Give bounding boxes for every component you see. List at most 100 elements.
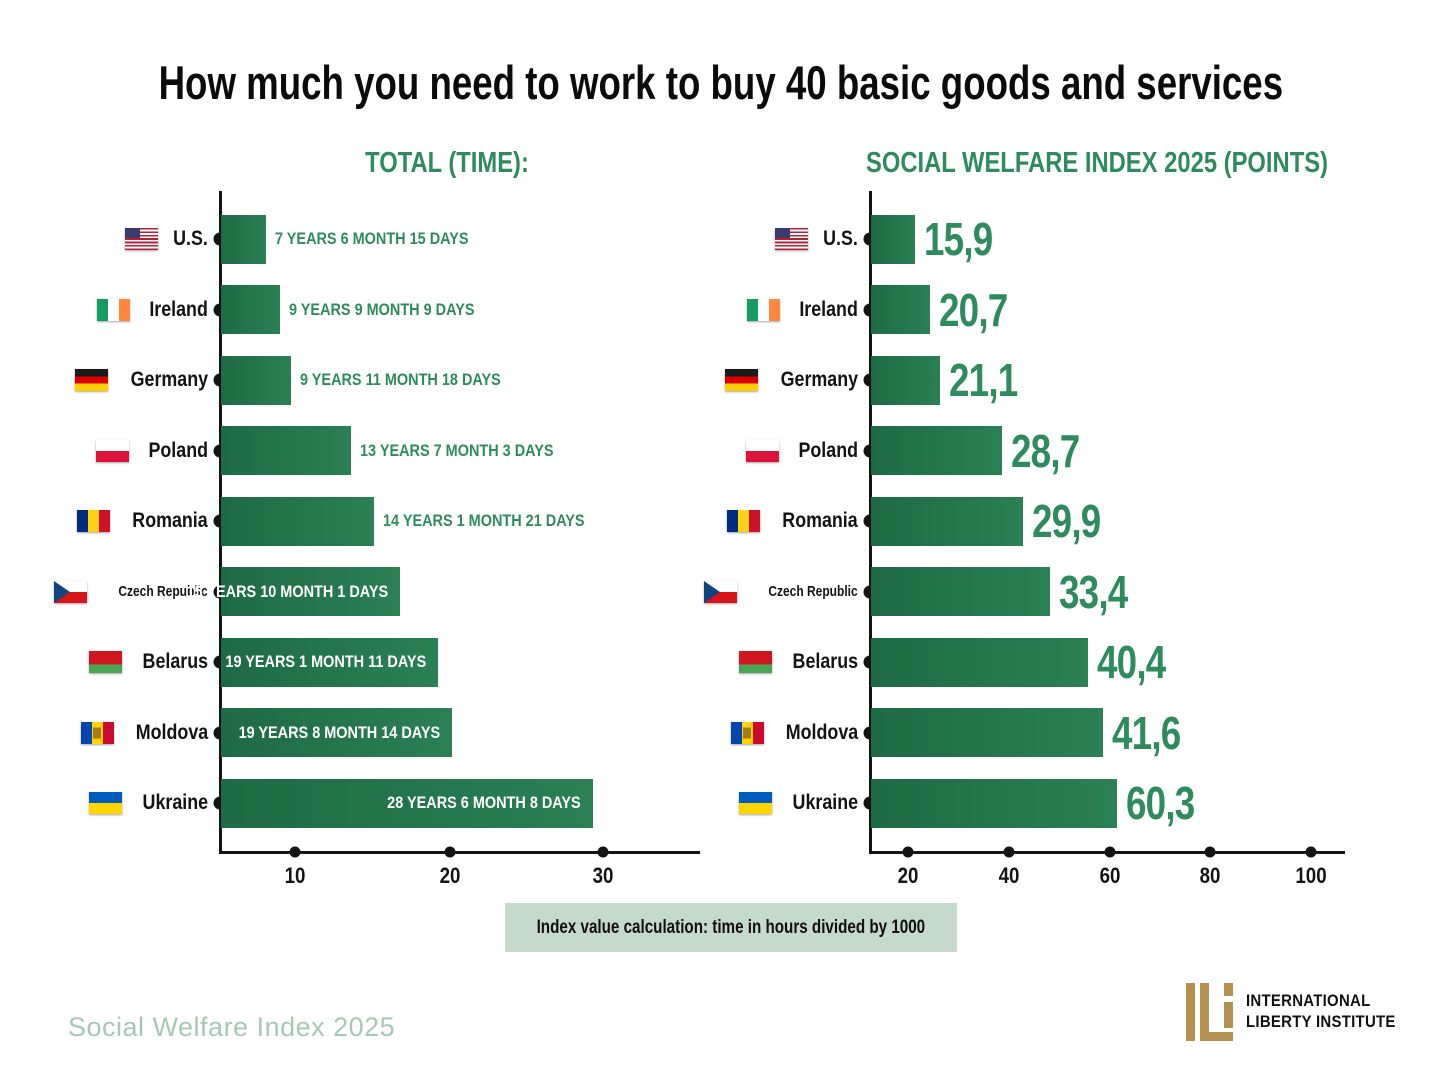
x-axis-tick-label-80: 80 xyxy=(1199,863,1221,888)
x-axis-tick-label-20: 20 xyxy=(439,863,461,888)
bar-romania xyxy=(871,496,1023,546)
ie-flag-icon xyxy=(747,298,781,321)
value-label-poland: 13 YEARS 7 MONTH 3 DAYS xyxy=(360,440,554,460)
value-label-germany: 21,1 xyxy=(949,354,1018,406)
bar-belarus: 19 YEARS 1 MONTH 11 DAYS xyxy=(221,637,438,687)
country-row-label-romania: Romania xyxy=(727,509,858,533)
country-row-label-ukraine: Ukraine xyxy=(88,791,208,815)
country-row-label-belarus: Belarus xyxy=(738,650,858,674)
country-name-ukraine: Ukraine xyxy=(792,791,858,814)
logo-text: INTERNATIONAL LIBERTY INSTITUTE xyxy=(1246,991,1396,1032)
logo-text-line2: LIBERTY INSTITUTE xyxy=(1246,1012,1396,1031)
by-flag-icon xyxy=(738,651,772,673)
country-name-belarus: Belarus xyxy=(792,650,858,673)
bar-germany xyxy=(871,355,940,405)
x-axis-tick-dot-60 xyxy=(1104,846,1116,858)
x-axis-line xyxy=(219,851,700,854)
bar-czech-republic xyxy=(871,567,1050,616)
bar-belarus xyxy=(871,637,1088,687)
x-axis-tick-dot-20 xyxy=(902,846,914,858)
de-flag-icon xyxy=(74,369,108,391)
md-flag-icon xyxy=(730,721,764,744)
country-name-poland: Poland xyxy=(798,438,858,462)
de-flag-icon xyxy=(724,369,758,391)
country-row-label-czech-republic: Czech Republic xyxy=(704,580,858,603)
country-name-moldova: Moldova xyxy=(785,720,858,744)
value-label-belarus: 40,4 xyxy=(1097,636,1166,688)
x-axis-tick-dot-100 xyxy=(1305,846,1317,858)
bar-moldova: 19 YEARS 8 MONTH 14 DAYS xyxy=(221,708,452,757)
value-label-ukraine: 60,3 xyxy=(1126,777,1195,829)
value-label-moldova: 19 YEARS 8 MONTH 14 DAYS xyxy=(238,722,440,742)
watermark-text: Social Welfare Index 2025 xyxy=(68,1012,396,1042)
country-row-label-poland: Poland xyxy=(95,439,208,463)
index-calculation-note: Index value calculation: time in hours d… xyxy=(505,903,957,952)
country-row-label-belarus: Belarus xyxy=(88,650,208,674)
country-name-germany: Germany xyxy=(130,368,208,391)
country-name-romania: Romania xyxy=(782,509,858,532)
country-name-romania: Romania xyxy=(132,509,208,532)
us-flag-icon xyxy=(125,228,159,250)
md-flag-icon xyxy=(80,721,114,744)
country-row-label-moldova: Moldova xyxy=(730,720,858,745)
x-axis-tick-dot-20 xyxy=(444,846,456,858)
page-title: How much you need to work to buy 40 basi… xyxy=(0,55,1440,110)
value-label-belarus: 19 YEARS 1 MONTH 11 DAYS xyxy=(225,652,426,671)
bar-u-s xyxy=(871,214,915,264)
country-name-ireland: Ireland xyxy=(799,297,858,321)
left-chart-title: TOTAL (TIME): xyxy=(365,147,529,179)
x-axis-tick-label-100: 100 xyxy=(1295,863,1327,888)
value-label-ukraine: 28 YEARS 6 MONTH 8 DAYS xyxy=(387,793,581,812)
bar-czech-republic: 15 YEARS 10 MONTH 1 DAYS xyxy=(186,567,400,616)
country-name-czech-republic: Czech Republic xyxy=(118,583,208,600)
x-axis-tick-label-30: 30 xyxy=(592,863,614,888)
country-name-u-s: U.S. xyxy=(823,227,858,250)
ua-flag-icon xyxy=(88,792,122,814)
bar-ireland xyxy=(221,285,280,334)
ro-flag-icon xyxy=(727,510,761,532)
value-label-u-s: 15,9 xyxy=(924,213,993,265)
x-axis-tick-dot-30 xyxy=(597,846,609,858)
page-title-text: How much you need to work to buy 40 basi… xyxy=(158,56,1284,109)
value-label-u-s: 7 YEARS 6 MONTH 15 DAYS xyxy=(275,229,469,248)
country-row-label-u-s: U.S. xyxy=(775,227,858,251)
value-label-romania: 14 YEARS 1 MONTH 21 DAYS xyxy=(383,511,585,530)
us-flag-icon xyxy=(775,228,809,250)
country-row-label-czech-republic: Czech Republic xyxy=(54,580,208,603)
bar-ukraine: 28 YEARS 6 MONTH 8 DAYS xyxy=(221,778,593,828)
x-axis-tick-label-20: 20 xyxy=(897,863,919,888)
bar-poland xyxy=(871,426,1002,475)
value-label-ireland: 20,7 xyxy=(939,283,1008,336)
x-axis-tick-dot-10 xyxy=(289,846,301,858)
x-axis-tick-label-60: 60 xyxy=(1099,863,1121,888)
ili-logo-icon xyxy=(1186,983,1233,1041)
bar-ireland xyxy=(871,285,930,334)
country-row-label-moldova: Moldova xyxy=(80,721,208,745)
pl-flag-icon xyxy=(95,439,129,462)
country-row-label-poland: Poland xyxy=(745,438,858,463)
country-name-czech-republic: Czech Republic xyxy=(768,583,858,600)
logo-text-line1: INTERNATIONAL xyxy=(1246,991,1371,1011)
value-label-czech-republic: 15 YEARS 10 MONTH 1 DAYS xyxy=(186,581,388,601)
country-name-ukraine: Ukraine xyxy=(142,791,208,814)
pl-flag-icon xyxy=(745,439,779,462)
country-name-ireland: Ireland xyxy=(149,297,208,321)
country-row-label-ireland: Ireland xyxy=(97,298,208,322)
bar-u-s xyxy=(221,214,266,264)
country-row-label-romania: Romania xyxy=(77,509,208,533)
x-axis-tick-dot-80 xyxy=(1204,846,1216,858)
x-axis-tick-label-40: 40 xyxy=(998,863,1020,888)
ro-flag-icon xyxy=(77,510,111,532)
country-row-label-germany: Germany xyxy=(724,368,858,392)
value-label-romania: 29,9 xyxy=(1032,495,1101,547)
x-axis-tick-dot-40 xyxy=(1003,846,1015,858)
right-chart-title: SOCIAL WELFARE INDEX 2025 (POINTS) xyxy=(865,147,1329,179)
country-name-germany: Germany xyxy=(780,368,858,391)
ie-flag-icon xyxy=(97,298,131,321)
country-row-label-ireland: Ireland xyxy=(747,298,858,322)
ua-flag-icon xyxy=(738,792,772,814)
x-axis-tick-label-10: 10 xyxy=(284,863,306,888)
value-label-czech-republic: 33,4 xyxy=(1059,565,1128,618)
liberty-institute-logo: INTERNATIONAL LIBERTY INSTITUTE xyxy=(1186,983,1416,1041)
